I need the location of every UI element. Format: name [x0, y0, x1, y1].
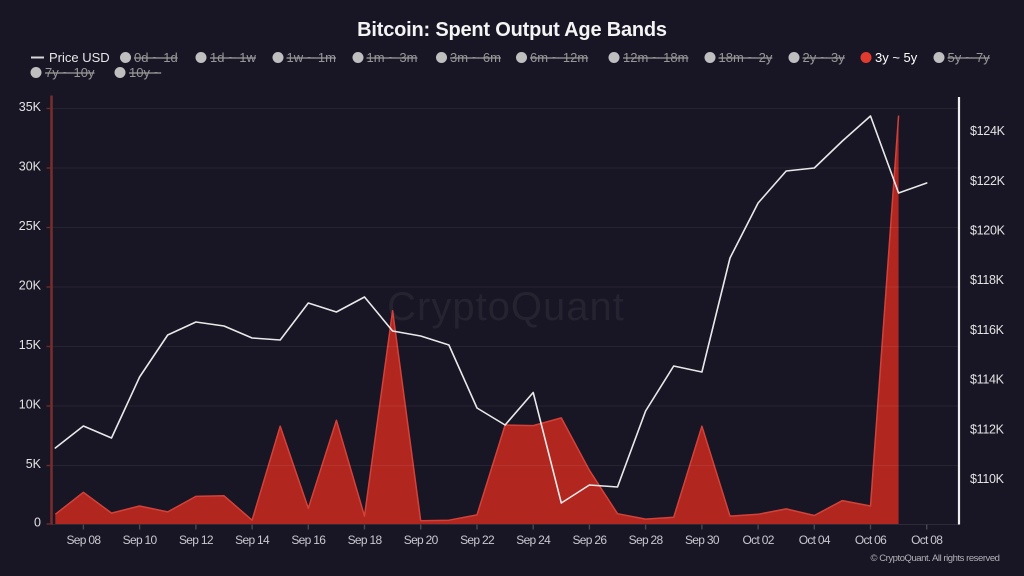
svg-text:Sep 12: Sep 12 [179, 533, 214, 547]
svg-text:3y ~ 5y: 3y ~ 5y [875, 50, 918, 65]
svg-text:Sep 22: Sep 22 [460, 533, 495, 547]
svg-text:35K: 35K [19, 100, 42, 114]
svg-text:$122K: $122K [970, 174, 1006, 188]
svg-text:30K: 30K [19, 160, 42, 174]
svg-text:10y ~: 10y ~ [129, 65, 162, 80]
svg-text:3m ~ 6m: 3m ~ 6m [450, 50, 501, 65]
svg-text:7y ~ 10y: 7y ~ 10y [45, 65, 95, 80]
svg-text:© CryptoQuant. All rights rese: © CryptoQuant. All rights reserved [871, 553, 1000, 564]
svg-text:$114K: $114K [970, 373, 1005, 387]
svg-text:Oct 04: Oct 04 [799, 533, 831, 547]
svg-text:Bitcoin: Spent Output Age Band: Bitcoin: Spent Output Age Bands [357, 19, 667, 41]
svg-text:2y ~ 3y: 2y ~ 3y [803, 50, 846, 65]
svg-text:6m ~ 12m: 6m ~ 12m [530, 50, 588, 65]
svg-text:$110K: $110K [970, 472, 1005, 486]
svg-text:Sep 24: Sep 24 [516, 533, 551, 547]
svg-text:$120K: $120K [970, 224, 1006, 238]
svg-text:Sep 30: Sep 30 [685, 533, 720, 547]
svg-text:Oct 02: Oct 02 [743, 533, 775, 547]
svg-text:10K: 10K [19, 398, 42, 412]
svg-text:25K: 25K [19, 219, 42, 233]
svg-text:Sep 10: Sep 10 [123, 533, 158, 547]
svg-text:0d ~ 1d: 0d ~ 1d [134, 50, 178, 65]
svg-text:$116K: $116K [970, 323, 1005, 337]
svg-text:Sep 20: Sep 20 [404, 533, 439, 547]
svg-text:1m ~ 3m: 1m ~ 3m [367, 50, 418, 65]
svg-text:5K: 5K [26, 457, 42, 471]
svg-text:Sep 16: Sep 16 [291, 533, 326, 547]
svg-text:1d ~ 1w: 1d ~ 1w [210, 50, 257, 65]
svg-text:$118K: $118K [970, 273, 1005, 287]
svg-text:12m ~ 18m: 12m ~ 18m [623, 50, 688, 65]
svg-text:20K: 20K [19, 279, 42, 293]
svg-text:5y ~ 7y: 5y ~ 7y [948, 50, 991, 65]
svg-text:Sep 18: Sep 18 [348, 533, 383, 547]
svg-text:Sep 28: Sep 28 [629, 533, 664, 547]
svg-text:$112K: $112K [970, 422, 1005, 436]
svg-text:Sep 08: Sep 08 [66, 533, 101, 547]
svg-text:0: 0 [34, 516, 41, 530]
svg-text:Price USD: Price USD [49, 50, 110, 65]
svg-text:CryptoQuant: CryptoQuant [387, 285, 625, 329]
svg-text:18m ~ 2y: 18m ~ 2y [719, 50, 773, 65]
svg-text:15K: 15K [19, 338, 42, 352]
svg-text:Sep 26: Sep 26 [572, 533, 607, 547]
svg-text:1w ~ 1m: 1w ~ 1m [287, 50, 337, 65]
svg-text:Oct 08: Oct 08 [911, 533, 943, 547]
svg-text:Sep 14: Sep 14 [235, 533, 270, 547]
svg-text:Oct 06: Oct 06 [855, 533, 887, 547]
svg-text:$124K: $124K [970, 124, 1006, 138]
